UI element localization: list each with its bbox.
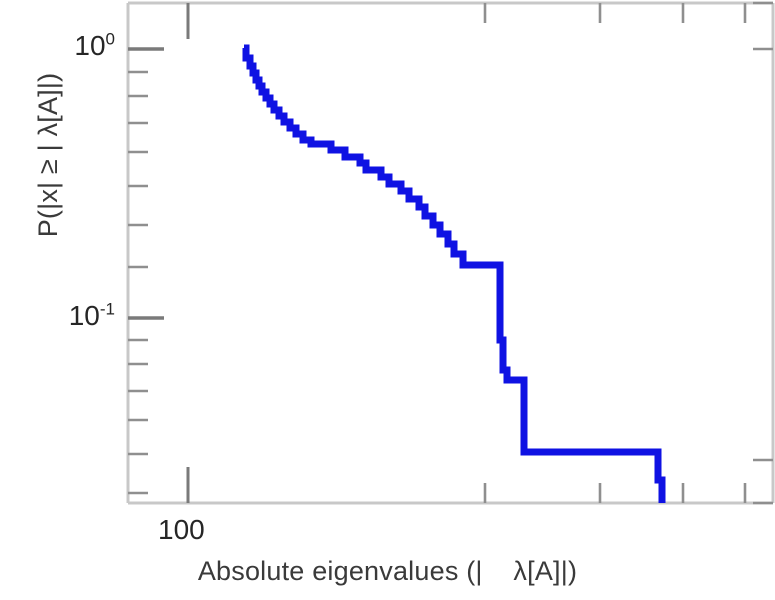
y-tick-exponent-top: 0 (105, 29, 115, 49)
y-tick-exponent-bottom: -1 (99, 299, 115, 319)
y-tick-mantissa-bottom: 10 (68, 300, 100, 331)
y-axis-title: P(|x| ≥ | λ[A]|) (32, 72, 63, 238)
y-tick-label-1e0: 100 (10, 30, 115, 62)
y-axis-major-ticks (128, 47, 164, 320)
x-axis-ticks-top (483, 3, 747, 23)
x-tick-label-100: 100 (158, 514, 205, 545)
survival-curve[interactable] (242, 44, 666, 503)
axis-frame (126, 1, 775, 505)
y-axis-title-wrapper: P(|x| ≥ | λ[A]|) (30, 0, 66, 320)
y-axis-ticks-right (753, 1, 773, 505)
y-tick-label-1e-1: 10-1 (10, 300, 115, 332)
y-tick-mantissa-top: 10 (74, 30, 106, 61)
y-axis-minor-ticks (128, 70, 148, 495)
x-axis-title: Absolute eigenvalues (| λ[A]|) (197, 556, 578, 586)
x-axis-ticks-bottom (483, 483, 747, 503)
